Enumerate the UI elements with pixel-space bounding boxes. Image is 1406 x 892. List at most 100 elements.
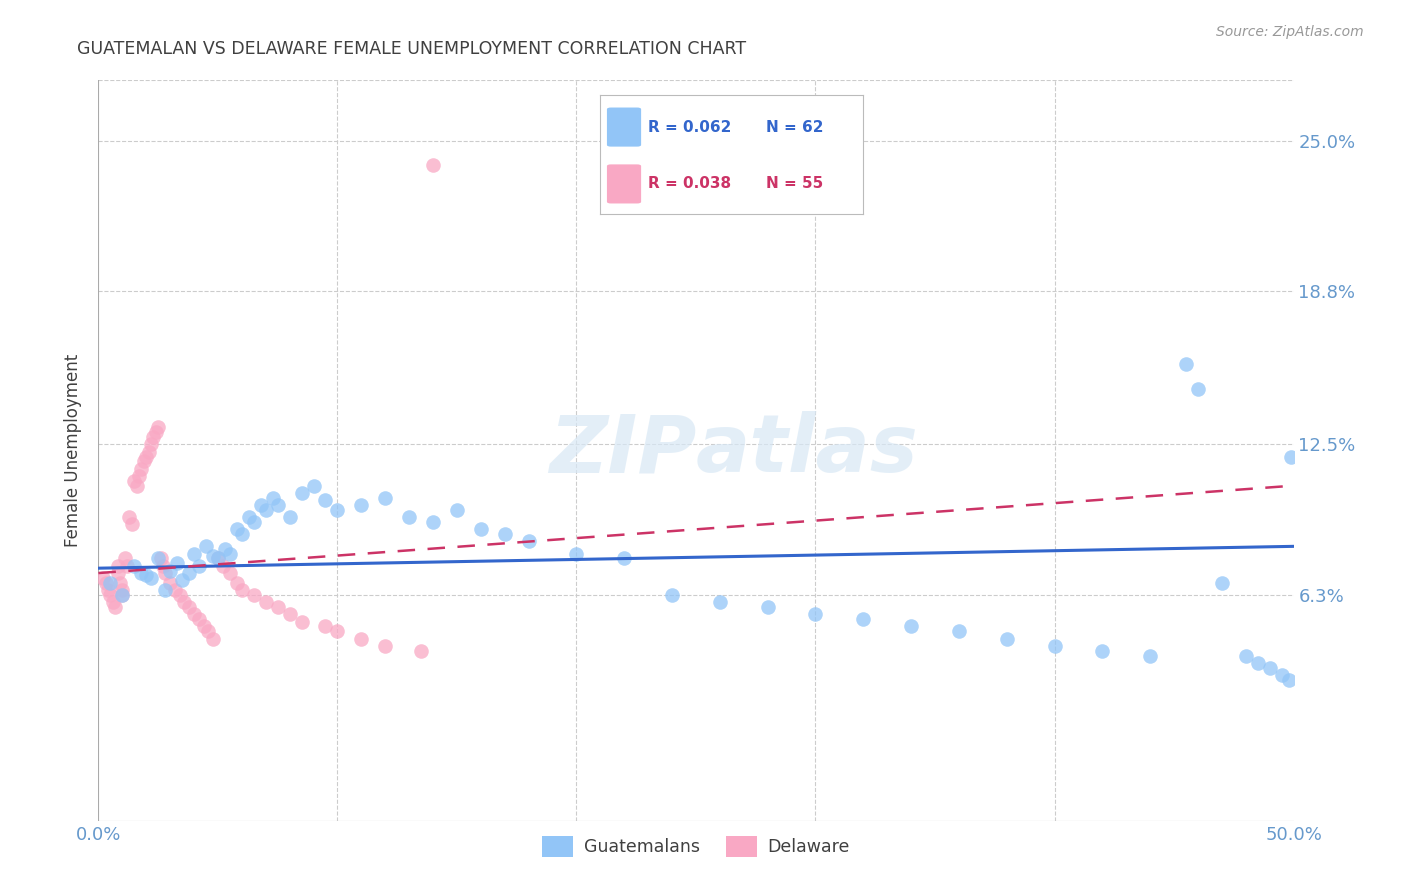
Point [350,498,373,512]
Point [111,588,134,602]
Point [183,607,205,622]
Point [262,491,284,505]
Point [411,644,433,658]
Point [135,450,157,464]
Point [145,425,167,440]
Point [1175,357,1198,371]
Point [111,588,134,602]
Point [226,522,249,536]
Point [172,574,194,588]
Text: Source: ZipAtlas.com: Source: ZipAtlas.com [1216,25,1364,39]
Point [107,566,129,580]
Point [111,582,134,597]
Point [238,510,260,524]
Point [207,551,229,566]
Point [948,624,970,639]
Text: ZIP: ZIP [548,411,696,490]
Point [166,557,188,571]
Point [267,498,290,512]
Point [422,158,444,172]
Point [374,639,396,653]
Point [254,503,277,517]
Point [97,582,120,597]
Point [132,454,155,468]
Point [243,588,266,602]
Point [422,515,444,529]
Point [494,527,516,541]
Point [1091,644,1114,658]
Point [159,575,181,590]
Y-axis label: Female Unemployment: Female Unemployment [65,354,83,547]
Point [138,444,160,458]
Point [1278,673,1301,687]
Point [195,539,218,553]
Point [131,461,153,475]
Point [852,612,875,626]
Point [197,624,219,639]
Point [107,558,129,573]
Point [135,568,157,582]
Point [398,510,420,524]
Point [315,493,337,508]
Point [326,624,349,639]
Point [131,566,153,580]
Point [98,588,122,602]
Point [250,498,273,512]
Point [173,595,195,609]
Point [98,575,122,590]
Point [243,515,266,529]
Point [1279,450,1302,464]
Point [661,588,683,602]
Point [149,551,172,566]
Point [169,588,191,602]
Point [517,534,540,549]
Point [1271,668,1294,682]
Point [1187,382,1209,396]
Point [108,575,131,590]
Point [470,522,492,536]
Point [1247,656,1270,670]
Point [183,547,205,561]
Point [291,615,314,629]
Point [302,478,325,492]
Point [350,632,373,646]
Point [155,582,177,597]
Point [804,607,827,622]
Text: atlas: atlas [696,411,918,490]
Point [446,503,468,517]
Point [756,600,779,615]
Point [152,558,174,573]
Point [101,595,124,609]
Point [278,607,301,622]
Point [128,469,150,483]
Point [267,600,290,615]
Point [709,595,731,609]
Point [900,619,922,633]
Point [995,632,1018,646]
Point [193,619,215,633]
Point [155,566,177,580]
Point [231,582,253,597]
Point [179,566,201,580]
Point [1043,639,1066,653]
Point [214,541,236,556]
Point [139,437,162,451]
Point [291,486,314,500]
Text: GUATEMALAN VS DELAWARE FEMALE UNEMPLOYMENT CORRELATION CHART: GUATEMALAN VS DELAWARE FEMALE UNEMPLOYME… [77,40,747,58]
Point [254,595,277,609]
Point [118,510,141,524]
Point [125,478,148,492]
Point [315,619,337,633]
Point [114,551,136,566]
Point [1234,648,1257,663]
Point [142,430,165,444]
Point [148,420,170,434]
Point [124,474,146,488]
Point [211,558,233,573]
Legend: Guatemalans, Delaware: Guatemalans, Delaware [536,829,856,863]
Point [226,575,249,590]
Point [1139,648,1161,663]
Point [163,582,186,597]
Point [148,551,170,566]
Point [121,517,143,532]
